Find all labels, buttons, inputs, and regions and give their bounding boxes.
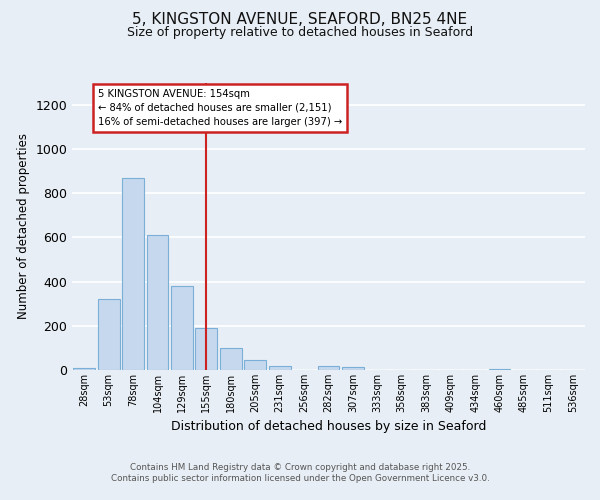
Bar [171, 286, 193, 370]
Bar [73, 368, 95, 370]
Bar [98, 299, 119, 370]
Y-axis label: Number of detached properties: Number of detached properties [17, 133, 30, 320]
Bar [488, 369, 511, 370]
Text: Contains HM Land Registry data © Crown copyright and database right 2025.: Contains HM Land Registry data © Crown c… [130, 462, 470, 471]
Text: Contains public sector information licensed under the Open Government Licence v3: Contains public sector information licen… [110, 474, 490, 483]
Bar [244, 360, 266, 370]
X-axis label: Distribution of detached houses by size in Seaford: Distribution of detached houses by size … [171, 420, 486, 434]
Bar [196, 328, 217, 370]
Bar [342, 366, 364, 370]
Bar [220, 348, 242, 370]
Text: 5 KINGSTON AVENUE: 154sqm
← 84% of detached houses are smaller (2,151)
16% of se: 5 KINGSTON AVENUE: 154sqm ← 84% of detac… [98, 88, 342, 128]
Text: 5, KINGSTON AVENUE, SEAFORD, BN25 4NE: 5, KINGSTON AVENUE, SEAFORD, BN25 4NE [133, 12, 467, 28]
Bar [317, 366, 340, 370]
Bar [122, 178, 144, 370]
Bar [269, 366, 290, 370]
Bar [146, 235, 169, 370]
Text: Size of property relative to detached houses in Seaford: Size of property relative to detached ho… [127, 26, 473, 39]
